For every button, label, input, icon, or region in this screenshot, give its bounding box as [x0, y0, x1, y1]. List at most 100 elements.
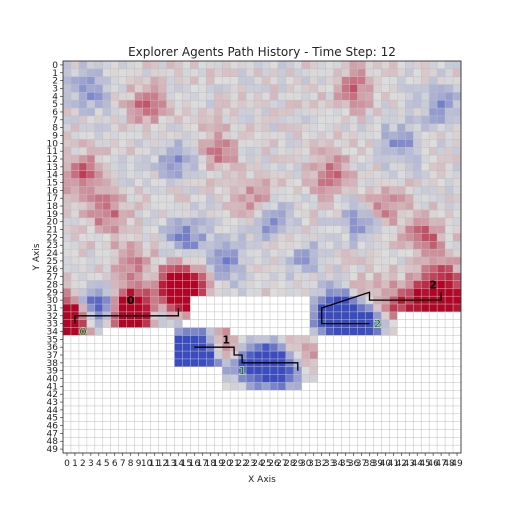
heatmap-cell: [63, 123, 72, 132]
heatmap-cell: [214, 398, 223, 407]
heatmap-cell: [365, 147, 374, 156]
heatmap-cell: [134, 84, 143, 93]
heatmap-cell: [222, 108, 231, 117]
heatmap-cell: [277, 170, 287, 179]
heatmap-cell: [357, 382, 366, 391]
heatmap-cell: [70, 202, 80, 211]
heatmap-cell: [110, 68, 120, 77]
heatmap-cell: [182, 209, 191, 219]
heatmap-cell: [349, 100, 358, 109]
heatmap-cell: [317, 288, 326, 297]
heatmap-cell: [373, 241, 382, 250]
heatmap-cell: [206, 405, 215, 415]
heatmap-cell: [341, 429, 350, 438]
heatmap-cell: [134, 390, 143, 399]
heatmap-cell: [397, 147, 406, 156]
heatmap-cell: [254, 280, 263, 289]
heatmap-cell: [142, 115, 151, 125]
heatmap-cell: [365, 445, 374, 454]
heatmap-cell: [437, 194, 446, 203]
heatmap-cell: [126, 155, 135, 164]
heatmap-cell: [238, 61, 247, 70]
y-tick-label: 7: [52, 116, 58, 126]
heatmap-cell: [341, 233, 350, 242]
heatmap-cell: [230, 162, 239, 172]
heatmap-cell: [238, 249, 247, 258]
heatmap-cell: [206, 257, 215, 266]
y-tick-label: 18: [47, 202, 59, 212]
heatmap-cell: [110, 343, 120, 352]
heatmap-cell: [381, 288, 390, 297]
heatmap-cell: [174, 225, 183, 234]
heatmap-cell: [293, 68, 303, 77]
heatmap-cell: [118, 217, 127, 226]
heatmap-cell: [118, 61, 127, 70]
heatmap-cell: [134, 413, 143, 422]
heatmap-cell: [126, 304, 135, 313]
heatmap-cell: [63, 209, 72, 219]
heatmap-cell: [381, 374, 390, 383]
heatmap-cell: [437, 327, 446, 336]
heatmap-cell: [453, 225, 462, 234]
heatmap-cell: [230, 76, 239, 85]
heatmap-cell: [182, 366, 191, 375]
heatmap-cell: [405, 108, 414, 117]
heatmap-cell: [198, 382, 207, 391]
heatmap-cell: [63, 382, 72, 391]
heatmap-cell: [445, 288, 454, 297]
heatmap-cell: [285, 241, 295, 250]
heatmap-cell: [102, 100, 112, 109]
x-tick-label: 27: [276, 459, 287, 469]
heatmap-cell: [381, 115, 390, 125]
heatmap-cell: [389, 170, 398, 179]
heatmap-cell: [317, 139, 326, 148]
heatmap-cell: [365, 123, 374, 132]
heatmap-cell: [365, 421, 374, 430]
heatmap-cell: [102, 429, 112, 438]
heatmap-cell: [214, 327, 223, 336]
heatmap-cell: [254, 170, 263, 179]
heatmap-cell: [365, 264, 374, 273]
heatmap-cell: [453, 335, 462, 344]
heatmap-cell: [158, 272, 167, 281]
heatmap-cell: [301, 139, 311, 148]
heatmap-cell: [262, 429, 271, 438]
heatmap-cell: [238, 398, 247, 407]
heatmap-cell: [333, 257, 342, 266]
heatmap-cell: [246, 186, 255, 195]
heatmap-cell: [134, 351, 143, 360]
heatmap-cell: [325, 92, 334, 101]
heatmap-cell: [78, 68, 88, 77]
heatmap-cell: [238, 366, 247, 375]
heatmap-cell: [413, 225, 422, 234]
heatmap-cell: [150, 209, 159, 219]
heatmap-cell: [86, 343, 96, 352]
agent-0-start-label: 0: [127, 294, 135, 307]
heatmap-cell: [397, 241, 406, 250]
heatmap-cell: [445, 61, 454, 70]
heatmap-cell: [190, 398, 199, 407]
heatmap-cell: [437, 170, 446, 179]
heatmap-cell: [118, 343, 127, 352]
heatmap-cell: [317, 351, 326, 360]
heatmap-cell: [63, 217, 72, 226]
heatmap-cell: [413, 241, 422, 250]
heatmap-cell: [182, 343, 191, 352]
heatmap-cell: [341, 437, 350, 446]
heatmap-cell: [63, 366, 72, 375]
heatmap-cell: [373, 382, 382, 391]
heatmap-cell: [230, 194, 239, 203]
heatmap-cell: [365, 437, 374, 446]
heatmap-cell: [453, 233, 462, 242]
heatmap-cell: [206, 139, 215, 148]
heatmap-cell: [222, 68, 231, 77]
heatmap-cell: [126, 123, 135, 132]
heatmap-cell: [325, 209, 334, 219]
heatmap-cell: [445, 178, 454, 187]
y-tick-label: 17: [47, 194, 58, 204]
heatmap-cell: [214, 233, 223, 242]
heatmap-cell: [63, 264, 72, 273]
heatmap-cell: [317, 217, 326, 226]
heatmap-cell: [230, 131, 239, 140]
heatmap-cell: [158, 351, 167, 360]
